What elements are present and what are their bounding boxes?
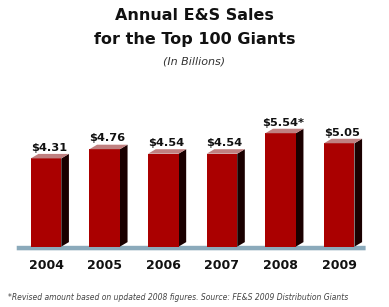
Polygon shape bbox=[207, 149, 245, 154]
Text: *Revised amount based on updated 2008 figures. Source: FE&S 2009 Distribution Gi: *Revised amount based on updated 2008 fi… bbox=[8, 293, 348, 302]
Text: $4.31: $4.31 bbox=[31, 143, 67, 153]
Bar bbox=[31, 158, 61, 247]
Text: (In Billions): (In Billions) bbox=[163, 57, 226, 67]
Polygon shape bbox=[148, 149, 186, 154]
Polygon shape bbox=[265, 129, 303, 133]
Text: $5.54*: $5.54* bbox=[262, 118, 304, 127]
Polygon shape bbox=[31, 154, 69, 158]
Polygon shape bbox=[237, 149, 245, 247]
Bar bbox=[265, 133, 296, 247]
Bar bbox=[207, 154, 237, 247]
Polygon shape bbox=[179, 149, 186, 247]
FancyBboxPatch shape bbox=[17, 246, 366, 250]
Text: $5.05: $5.05 bbox=[324, 127, 360, 138]
Text: $4.54: $4.54 bbox=[148, 138, 184, 148]
Text: Annual E&S Sales: Annual E&S Sales bbox=[115, 8, 274, 23]
Polygon shape bbox=[296, 129, 303, 247]
Polygon shape bbox=[61, 154, 69, 247]
Text: for the Top 100 Giants: for the Top 100 Giants bbox=[94, 32, 295, 47]
Polygon shape bbox=[89, 145, 128, 149]
Polygon shape bbox=[324, 139, 362, 143]
Polygon shape bbox=[354, 139, 362, 247]
Bar bbox=[89, 149, 120, 247]
Polygon shape bbox=[120, 145, 128, 247]
Text: $4.54: $4.54 bbox=[207, 138, 243, 148]
Bar bbox=[148, 154, 179, 247]
Text: $4.76: $4.76 bbox=[89, 134, 125, 143]
Bar bbox=[324, 143, 354, 247]
